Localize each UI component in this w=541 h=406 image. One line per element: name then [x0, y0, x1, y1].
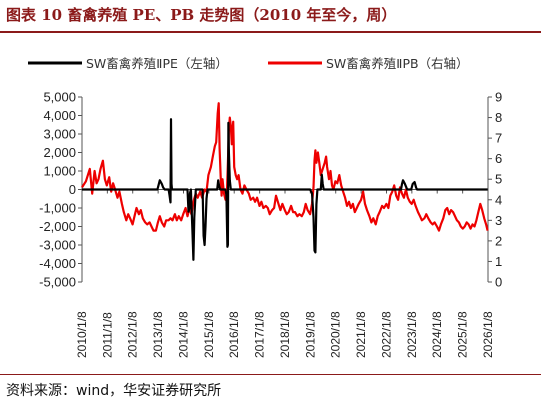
legend: SW畜禽养殖ⅡPE（左轴） SW畜禽养殖ⅡPB（右轴） — [28, 56, 469, 71]
x-tick-label: 2021/1/8 — [354, 311, 368, 358]
right-tick-label: 3 — [495, 213, 502, 228]
right-tick-label: 8 — [495, 110, 502, 125]
left-tick-label: -5,000 — [39, 275, 76, 290]
right-tick-label: 6 — [495, 151, 502, 166]
x-tick-label: 2025/1/8 — [456, 311, 470, 358]
left-tick-label: 5,000 — [43, 90, 76, 105]
left-tick-label: -1,000 — [39, 201, 76, 216]
x-tick-label: 2018/1/8 — [278, 311, 292, 358]
legend-pe-label: SW畜禽养殖ⅡPE（左轴） — [86, 56, 228, 71]
x-tick-label: 2010/1/8 — [75, 311, 89, 358]
left-tick-label: 4,000 — [43, 108, 76, 123]
plot-area — [81, 102, 489, 261]
source-divider — [0, 374, 541, 375]
pb-series-line — [81, 102, 489, 232]
pe-series-line — [82, 118, 488, 261]
right-y-axis: 9 8 7 6 5 4 3 2 1 0 — [487, 90, 502, 290]
x-tick-label: 2012/1/8 — [126, 311, 140, 358]
pe-pb-chart: SW畜禽养殖ⅡPE（左轴） SW畜禽养殖ⅡPB（右轴） 5,000 4,000 3,… — [28, 56, 502, 358]
x-tick-label: 2024/1/8 — [430, 311, 444, 358]
left-tick-label: -3,000 — [39, 238, 76, 253]
right-tick-label: 9 — [495, 90, 502, 105]
left-tick-label: 1,000 — [43, 164, 76, 179]
left-tick-label: -2,000 — [39, 219, 76, 234]
x-tick-label: 2016/1/8 — [227, 311, 241, 358]
x-axis: 2010/1/8 2011/1/8 2012/1/8 2013/1/8 2014/1/8… — [75, 189, 495, 358]
left-tick-label: 2,000 — [43, 145, 76, 160]
x-tick-label: 2023/1/8 — [405, 311, 419, 358]
left-tick-label: 3,000 — [43, 127, 76, 142]
left-y-axis: 5,000 4,000 3,000 2,000 1,000 0 -1,000 -2,000 -3… — [39, 90, 83, 290]
right-tick-label: 4 — [495, 192, 502, 207]
right-tick-label: 5 — [495, 172, 502, 187]
right-tick-label: 0 — [495, 275, 502, 290]
x-tick-label: 2019/1/8 — [303, 311, 317, 358]
legend-pb-label: SW畜禽养殖ⅡPB（右轴） — [326, 56, 469, 71]
title-divider — [0, 31, 541, 33]
source-note: 资料来源：wind，华安证券研究所 — [6, 383, 222, 399]
x-tick-label: 2026/1/8 — [481, 311, 495, 358]
left-tick-label: -4,000 — [39, 256, 76, 271]
figure-title: 图表 10 畜禽养殖 PE、PB 走势图（2010 年至今，周） — [6, 6, 397, 24]
x-tick-label: 2011/1/8 — [100, 312, 114, 358]
left-tick-label: 0 — [69, 182, 76, 197]
x-tick-label: 2020/1/8 — [329, 311, 343, 358]
right-tick-label: 1 — [495, 254, 502, 269]
right-tick-label: 2 — [495, 233, 502, 248]
x-tick-label: 2017/1/8 — [253, 311, 267, 358]
x-tick-label: 2013/1/8 — [151, 311, 165, 358]
x-tick-label: 2015/1/8 — [202, 311, 216, 358]
x-tick-label: 2014/1/8 — [177, 311, 191, 358]
x-tick-label: 2022/1/8 — [380, 311, 394, 358]
right-tick-label: 7 — [495, 131, 502, 146]
